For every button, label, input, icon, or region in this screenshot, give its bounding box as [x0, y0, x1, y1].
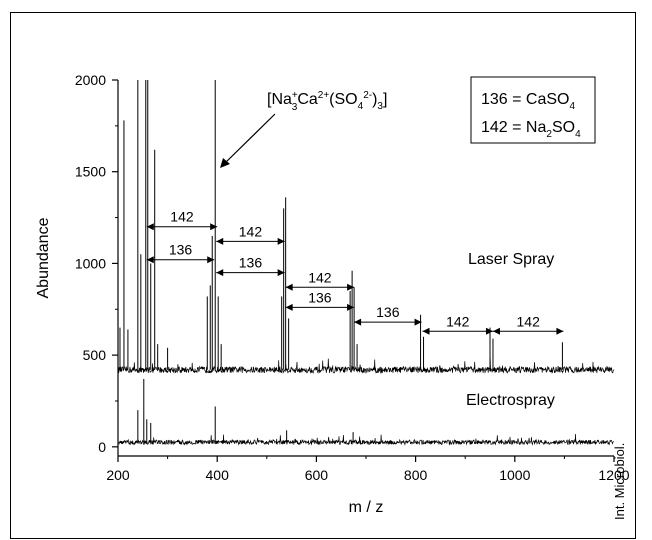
- spacing-arrow: 142: [492, 313, 564, 335]
- spacing-arrowhead-right: [347, 303, 355, 311]
- y-tick-label: 500: [83, 347, 107, 363]
- spacing-arrow: 136: [216, 255, 285, 277]
- x-tick-label: 1000: [499, 467, 530, 483]
- spacing-arrowhead-right: [210, 223, 218, 231]
- spacing-label: 136: [308, 289, 332, 305]
- spacing-label: 136: [376, 304, 400, 320]
- spacing-arrowhead-left: [285, 303, 293, 311]
- x-tick-label: 800: [404, 467, 428, 483]
- spacing-arrow: 136: [354, 304, 422, 326]
- spacing-arrowhead-left: [216, 237, 224, 245]
- x-tick-label: 200: [106, 467, 130, 483]
- spacing-arrow: 142: [146, 209, 218, 231]
- spacing-arrowhead-right: [277, 269, 285, 277]
- spacing-label: 136: [239, 255, 263, 271]
- spacing-arrowhead-left: [492, 327, 500, 335]
- spacing-arrow: 142: [422, 313, 493, 335]
- y-tick-label: 1000: [75, 255, 106, 271]
- x-tick-label: 400: [206, 467, 230, 483]
- complex-ion-arrowhead: [220, 158, 230, 168]
- spacing-arrowhead-right: [277, 237, 285, 245]
- side-credit: Int. Microbiol.: [612, 442, 627, 520]
- legend-line-na2so4: 142 = Na2SO4: [481, 119, 581, 140]
- series-label-laser-spray: Laser Spray: [468, 251, 554, 268]
- spacing-arrowhead-left: [216, 269, 224, 277]
- series-line-electrospray: [117, 433, 615, 446]
- annotation-layer: 142 136 142 136 142 136 136 142 142: [146, 209, 564, 335]
- spacing-label: 136: [169, 242, 193, 258]
- spacing-label: 142: [517, 313, 541, 329]
- spacing-arrowhead-right: [414, 318, 422, 326]
- legend-line-caso4: 136 = CaSO4: [481, 91, 576, 112]
- y-tick-label: 0: [98, 439, 106, 455]
- spacing-arrowhead-left: [422, 327, 430, 335]
- x-tick-label: 1200: [598, 467, 629, 483]
- complex-ion-label: [Na+ 3Ca2+(SO42-)3]: [267, 90, 387, 113]
- spacing-label: 142: [170, 209, 194, 225]
- spacing-arrow: 136: [285, 289, 355, 311]
- spacing-label: 142: [446, 313, 470, 329]
- spacing-arrowhead-left: [354, 318, 362, 326]
- spacing-arrowhead-right: [485, 327, 493, 335]
- spacing-arrowhead-left: [146, 223, 154, 231]
- series-layer: [117, 80, 615, 446]
- spacing-arrowhead-right: [556, 327, 564, 335]
- spacing-arrow: 136: [146, 242, 215, 264]
- spacing-label: 142: [308, 269, 332, 285]
- legend-box: [470, 76, 596, 144]
- spacing-arrowhead-right: [347, 283, 355, 291]
- y-tick-label: 1500: [75, 164, 106, 180]
- ticks-layer: 200 400 600 800 1000 1200 0 500 1000 1500 2000: [75, 72, 630, 483]
- spacing-arrowhead-right: [207, 256, 215, 264]
- spacing-arrow: 142: [216, 223, 285, 245]
- x-axis-label: m / z: [349, 499, 384, 516]
- spacing-arrow: 142: [285, 269, 355, 291]
- series-label-electrospray: Electrospray: [466, 392, 555, 409]
- spacing-arrowhead-left: [285, 283, 293, 291]
- spacing-label: 142: [239, 223, 263, 239]
- y-tick-label: 2000: [75, 72, 106, 88]
- complex-ion-arrow: [221, 113, 276, 167]
- figure-frame: [10, 12, 636, 539]
- y-axis-label: Abundance: [35, 217, 52, 298]
- x-tick-label: 600: [305, 467, 329, 483]
- spacing-arrowhead-left: [146, 256, 154, 264]
- series-line-laser-spray: [117, 357, 615, 374]
